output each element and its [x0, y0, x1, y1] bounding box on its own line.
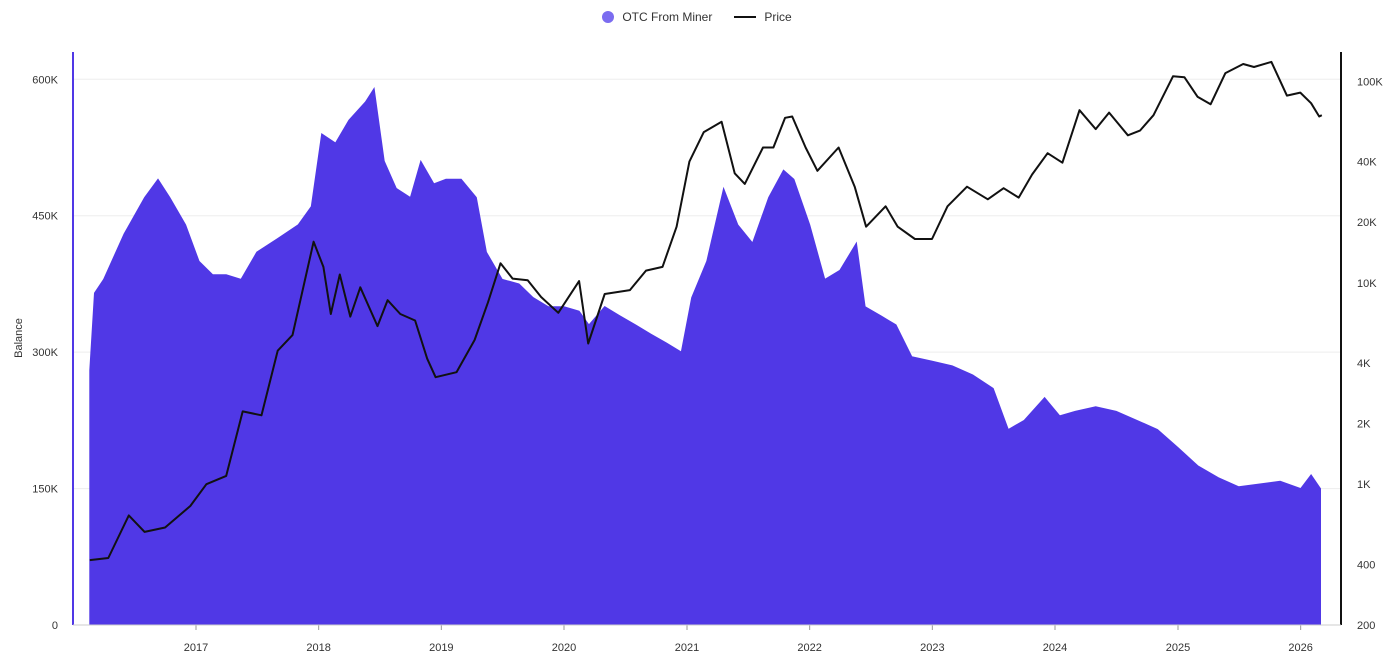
- legend-label-otc-from-miner: OTC From Miner: [622, 10, 713, 24]
- y-tick-label-right: 20K: [1357, 217, 1377, 229]
- y-tick-label-right: 200: [1357, 620, 1375, 632]
- y-tick-label-right: 4K: [1357, 358, 1371, 370]
- y-tick-label-left: 300K: [32, 347, 58, 359]
- y-tick-label-right: 400: [1357, 559, 1375, 571]
- price-line-series: [89, 60, 1323, 562]
- x-tick-label: 2026: [1288, 642, 1312, 654]
- price-line: [89, 60, 1323, 562]
- legend-line-icon: [734, 16, 757, 18]
- chart-legend: OTC From Miner Price: [0, 10, 1394, 24]
- y-tick-label-left: 0: [52, 620, 58, 632]
- y-tick-label-left: 150K: [32, 484, 58, 496]
- y-tick-label-right: 1K: [1357, 479, 1371, 491]
- x-tick-label: 2017: [184, 642, 208, 654]
- axes: 0 150K 300K 450K 600K 200 400 1K 2K 4K 10K 20K 40K 10…: [32, 52, 1383, 654]
- y-axis-label-left: Balance: [13, 318, 25, 358]
- x-tick-label: 2024: [1043, 642, 1067, 654]
- legend-label-price: Price: [764, 10, 792, 24]
- legend-item-otc-from-miner[interactable]: OTC From Miner: [602, 10, 712, 24]
- otc-area-series: [89, 86, 1321, 626]
- x-tick-label: 2019: [429, 642, 453, 654]
- y-tick-label-left: 450K: [32, 211, 58, 223]
- otc-from-miner-area: [89, 86, 1321, 626]
- x-tick-label: 2020: [552, 642, 576, 654]
- y-tick-label-right: 2K: [1357, 419, 1371, 431]
- x-tick-label: 2022: [797, 642, 821, 654]
- x-tick-label: 2018: [306, 642, 330, 654]
- legend-item-price[interactable]: Price: [734, 10, 792, 24]
- x-tick-label: 2025: [1166, 642, 1190, 654]
- x-tick-label: 2023: [920, 642, 944, 654]
- x-tick-label: 2021: [675, 642, 699, 654]
- y-tick-label-right: 10K: [1357, 278, 1377, 290]
- y-tick-label-left: 600K: [32, 74, 58, 86]
- y-tick-label-right: 40K: [1357, 157, 1377, 169]
- y-tick-label-right: 100K: [1357, 76, 1383, 88]
- legend-dot-icon: [602, 11, 615, 23]
